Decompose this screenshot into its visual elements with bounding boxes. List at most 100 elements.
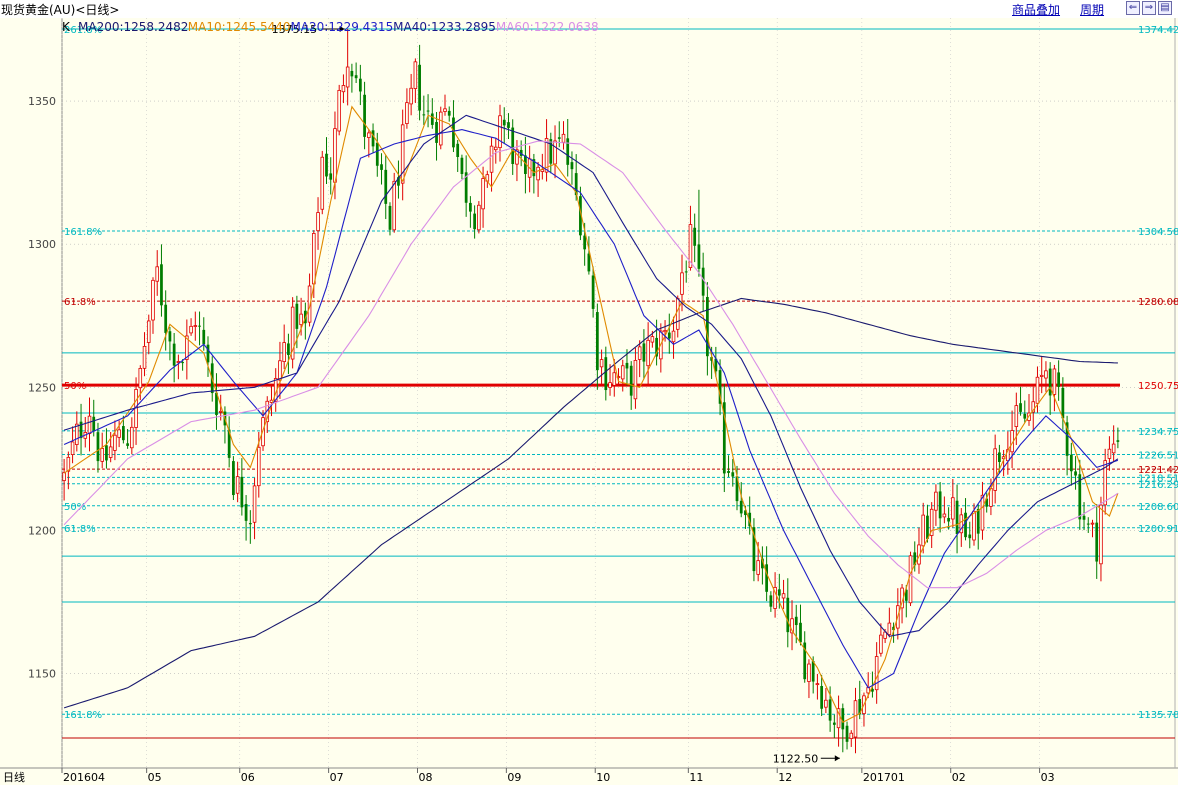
candle-body: [287, 343, 290, 356]
candle-body: [794, 616, 798, 626]
price-grid: 1150 1200 1250 1300 1350: [0, 18, 1178, 769]
candle-body: [363, 94, 366, 137]
candle-body: [714, 358, 718, 372]
candle-body: [1014, 405, 1019, 427]
candle-body: [456, 143, 460, 158]
candle-body: [193, 325, 198, 327]
candle-body: [748, 512, 752, 527]
period-link[interactable]: 周期: [1080, 3, 1105, 17]
candle-body: [536, 166, 540, 181]
candle-body: [544, 138, 549, 173]
candle-body: [172, 343, 176, 366]
candle-body: [460, 157, 464, 174]
candle-body: [430, 113, 434, 125]
candle-body: [693, 227, 697, 246]
candle-body: [320, 156, 325, 210]
fibonacci-lines: 261.8% 1374.42 161.8% 1304.58 61.8% 1280.08 50…: [62, 25, 1178, 739]
legend-entry: MA60:1222.0638: [496, 20, 599, 34]
candle-body: [397, 177, 400, 186]
candle-body: [257, 446, 261, 487]
candle-body: [650, 336, 655, 343]
ma-line-ma10: [63, 105, 1119, 723]
fib-value-label: 1221.42: [1138, 465, 1178, 476]
candle-body: [443, 108, 447, 112]
candle-body: [189, 325, 193, 334]
candle-body: [1074, 471, 1077, 476]
ma-line-ma200: [63, 297, 1118, 709]
candle-body: [549, 139, 553, 164]
candle-body: [282, 342, 286, 362]
arrow-right-icon[interactable]: ⇒: [1142, 1, 1156, 15]
candle-body: [1061, 387, 1065, 419]
ma-line-ma60: [63, 140, 1119, 589]
candle-body: [1099, 504, 1103, 565]
candle-body: [244, 504, 248, 521]
candle-body: [976, 508, 980, 534]
fib-pct-label: 161.8%: [64, 227, 102, 238]
candle-body: [333, 128, 337, 183]
y-tick-label: 1300: [28, 238, 56, 251]
candle-body: [998, 452, 1001, 462]
candle-body: [756, 560, 760, 575]
candlestick-chart[interactable]: 1150 1200 1250 1300 1350 261.8% 1374.42 161.8%…: [0, 18, 1178, 785]
candle-body: [926, 515, 929, 539]
candle-body: [168, 331, 172, 342]
candle-body: [325, 153, 328, 177]
candle-body: [832, 722, 836, 725]
candle-body: [240, 476, 244, 508]
candle-body: [92, 416, 96, 431]
candle-body: [731, 472, 735, 477]
fib-value-label: 1216.29: [1138, 480, 1178, 491]
candle-body: [181, 362, 184, 364]
panel-icon[interactable]: ▤: [1158, 1, 1172, 15]
x-axis-label: 日线: [3, 770, 25, 784]
candle-body: [612, 372, 617, 386]
candle-body: [853, 700, 858, 738]
y-tick-label: 1150: [28, 668, 56, 681]
candle-body: [892, 626, 895, 631]
candle-body: [807, 663, 811, 682]
candle-body: [980, 494, 985, 531]
candle-body: [570, 162, 574, 170]
x-tick-label: 06: [241, 771, 255, 784]
candle-body: [1035, 376, 1040, 404]
candle-body: [706, 296, 709, 357]
candle-body: [312, 233, 316, 285]
candle-body: [583, 235, 587, 250]
candle-body: [786, 597, 790, 633]
candle-body: [557, 137, 561, 139]
candle-body: [494, 146, 498, 151]
candle-body: [811, 661, 815, 682]
candle-body: [481, 178, 485, 210]
candle-body: [735, 476, 739, 502]
candle-body: [913, 552, 917, 566]
fib-value-label: 1218.51: [1138, 473, 1178, 484]
candle-body: [469, 202, 472, 212]
candle-body: [739, 500, 743, 514]
candle-body: [587, 253, 591, 272]
fib-value-label: 1250.75: [1138, 381, 1178, 392]
candle-body: [375, 142, 379, 166]
candle-body: [329, 173, 333, 180]
candle-body: [498, 115, 502, 148]
candle-body: [1048, 368, 1052, 396]
candle-body: [113, 434, 117, 451]
candle-body: [629, 365, 633, 396]
candle-body: [350, 70, 354, 77]
arrow-left-icon[interactable]: ⇐: [1126, 1, 1140, 15]
overlay-commodity-link[interactable]: 商品叠加: [1012, 3, 1061, 17]
candle-body: [620, 365, 625, 380]
candle-body: [307, 285, 312, 323]
candle-body: [752, 527, 756, 572]
candle-body: [121, 426, 125, 441]
candle-body: [959, 514, 964, 534]
x-tick-label: 09: [507, 771, 521, 784]
candle-body: [824, 699, 828, 708]
candle-body: [160, 264, 163, 306]
candle-body: [781, 593, 786, 599]
candle-body: [574, 173, 578, 196]
high-price-label: 1375.15: [272, 23, 318, 36]
candle-body: [345, 66, 350, 88]
candle-body: [765, 564, 769, 592]
candle-body: [70, 441, 75, 455]
